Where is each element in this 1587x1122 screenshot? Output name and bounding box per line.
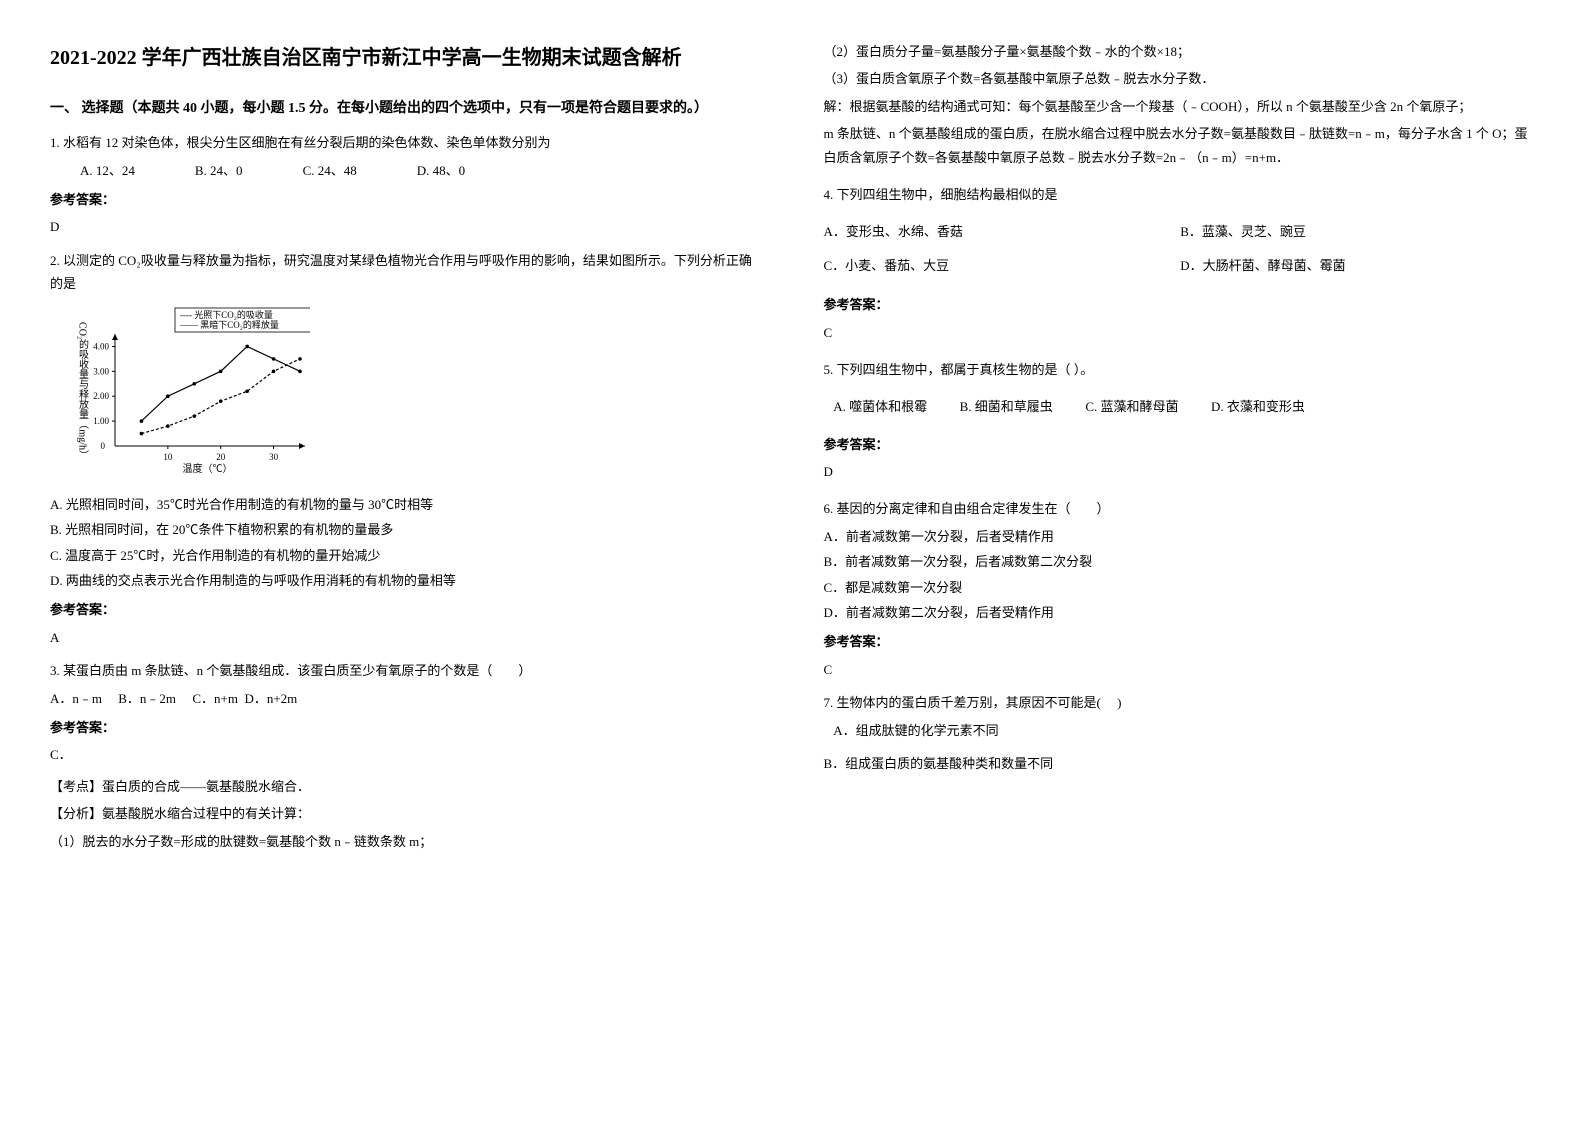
svg-text:10: 10 — [163, 452, 173, 462]
q4-text: 4. 下列四组生物中，细胞结构最相似的是 — [824, 183, 1538, 206]
q4-optC: C．小麦、番茄、大豆 — [824, 254, 1181, 277]
q5-optA: A. 噬菌体和根霉 — [833, 399, 927, 414]
svg-text:4.00: 4.00 — [93, 341, 109, 351]
q6-optC: C．都是减数第一次分裂 — [824, 576, 1538, 599]
q4-answer-label: 参考答案： — [824, 293, 1538, 316]
q3-optD: D．n+2m — [244, 691, 297, 706]
svg-text:30: 30 — [269, 452, 279, 462]
q6-optD: D．前者减数第二次分裂，后者受精作用 — [824, 601, 1538, 624]
q3-solve2: m 条肽链、n 个氨基酸组成的蛋白质，在脱水缩合过程中脱去水分子数=氨基酸数目﹣… — [824, 122, 1538, 169]
q1-optA: A. 12、24 — [80, 159, 135, 182]
q7-text: 7. 生物体内的蛋白质千差万别，其原因不可能是( ) — [824, 691, 1538, 714]
q7-options: A．组成肽键的化学元素不同 B．组成蛋白质的氨基酸种类和数量不同 — [824, 719, 1538, 786]
q3-optB: B．n﹣2m — [118, 691, 176, 706]
q1-optC: C. 24、48 — [303, 159, 357, 182]
svg-text:0: 0 — [101, 441, 106, 451]
q2-optA: A. 光照相同时间，35℃时光合作用制造的有机物的量与 30℃时相等 — [50, 493, 764, 516]
q6-optB: B．前者减数第一次分裂，后者减数第二次分裂 — [824, 550, 1538, 573]
q1-optB: B. 24、0 — [195, 159, 243, 182]
q3-solve1: 解：根据氨基酸的结构通式可知：每个氨基酸至少含一个羧基（﹣COOH），所以 n … — [824, 95, 1538, 118]
svg-text:1.00: 1.00 — [93, 416, 109, 426]
q4-options: A．变形虫、水绵、香菇 B．蓝藻、灵芝、豌豆 C．小麦、番茄、大豆 D．大肠杆菌… — [824, 220, 1538, 287]
svg-text:—— 黑暗下CO₂的释放量: —— 黑暗下CO₂的释放量 — [179, 319, 279, 330]
q1-text: 1. 水稻有 12 对染色体，根尖分生区细胞在有丝分裂后期的染色体数、染色单体数… — [50, 131, 764, 154]
q1-optD: D. 48、0 — [417, 159, 465, 182]
left-column: 2021-2022 学年广西壮族自治区南宁市新江中学高一生物期末试题含解析 一、… — [50, 40, 764, 857]
q5-optC: C. 蓝藻和酵母菌 — [1085, 399, 1178, 414]
q6-answer: C — [824, 658, 1538, 681]
q1-answer: D — [50, 215, 764, 238]
q3-analysis-label: 【分析】氨基酸脱水缩合过程中的有关计算： — [50, 802, 764, 825]
q5-optD: D. 衣藻和变形虫 — [1211, 399, 1305, 414]
q2-answer: A — [50, 626, 764, 649]
right-column: （2）蛋白质分子量=氨基酸分子量×氨基酸个数﹣水的个数×18； （3）蛋白质含氧… — [824, 40, 1538, 857]
q2-answer-label: 参考答案： — [50, 598, 764, 621]
q2-optC: C. 温度高于 25℃时，光合作用制造的有机物的量开始减少 — [50, 544, 764, 567]
q2-text: 2. 以测定的 CO₂吸收量与释放量为指标，研究温度对某绿色植物光合作用与呼吸作… — [50, 249, 764, 296]
q6-answer-label: 参考答案： — [824, 630, 1538, 653]
q3-calc3: （3）蛋白质含氧原子个数=各氨基酸中氧原子总数﹣脱去水分子数． — [824, 67, 1538, 90]
svg-text:20: 20 — [216, 452, 226, 462]
q3-optC: C．n+m — [192, 691, 238, 706]
q1-answer-label: 参考答案： — [50, 188, 764, 211]
document-title: 2021-2022 学年广西壮族自治区南宁市新江中学高一生物期末试题含解析 — [50, 40, 764, 76]
q4-optD: D．大肠杆菌、酵母菌、霉菌 — [1180, 254, 1537, 277]
q5-text: 5. 下列四组生物中，都属于真核生物的是（ ）。 — [824, 358, 1538, 381]
q3-calc2: （2）蛋白质分子量=氨基酸分子量×氨基酸个数﹣水的个数×18； — [824, 40, 1538, 63]
q5-optB: B. 细菌和草履虫 — [960, 399, 1053, 414]
page-container: 2021-2022 学年广西壮族自治区南宁市新江中学高一生物期末试题含解析 一、… — [50, 40, 1537, 857]
q3-text: 3. 某蛋白质由 m 条肽链、n 个氨基酸组成．该蛋白质至少有氧原子的个数是（ … — [50, 659, 764, 682]
q7-optB: B．组成蛋白质的氨基酸种类和数量不同 — [824, 752, 1181, 775]
svg-text:CO₂的吸收量与释放量（mg/h）: CO₂的吸收量与释放量（mg/h） — [77, 322, 89, 460]
svg-text:3.00: 3.00 — [93, 366, 109, 376]
q1-options: A. 12、24 B. 24、0 C. 24、48 D. 48、0 — [80, 159, 764, 182]
svg-text:温度（℃）: 温度（℃） — [183, 462, 233, 475]
q5-answer: D — [824, 460, 1538, 483]
q3-options: A．n﹣m B．n﹣2m C．n+m D．n+2m — [50, 687, 764, 710]
q5-options: A. 噬菌体和根霉 B. 细菌和草履虫 C. 蓝藻和酵母菌 D. 衣藻和变形虫 — [824, 395, 1538, 418]
q4-optB: B．蓝藻、灵芝、豌豆 — [1180, 220, 1537, 243]
q6-optA: A．前者减数第一次分裂，后者受精作用 — [824, 525, 1538, 548]
q2-chart: ---- 光照下CO₂的吸收量—— 黑暗下CO₂的释放量 0 1.00 2.00 3.0… — [70, 306, 764, 483]
chart-svg: ---- 光照下CO₂的吸收量—— 黑暗下CO₂的释放量 0 1.00 2.00 3.0… — [70, 306, 310, 476]
q4-answer: C — [824, 321, 1538, 344]
svg-text:---- 光照下CO₂的吸收量: ---- 光照下CO₂的吸收量 — [180, 309, 273, 320]
q2-optD: D. 两曲线的交点表示光合作用制造的与呼吸作用消耗的有机物的量相等 — [50, 569, 764, 592]
q3-optA: A．n﹣m — [50, 691, 102, 706]
q5-answer-label: 参考答案： — [824, 433, 1538, 456]
q3-answer: C． — [50, 743, 764, 766]
q4-optA: A．变形虫、水绵、香菇 — [824, 220, 1181, 243]
q7-optA: A．组成肽键的化学元素不同 — [833, 719, 1190, 742]
q3-calc1: （1）脱去的水分子数=形成的肽键数=氨基酸个数 n﹣链数条数 m； — [50, 830, 764, 853]
section-header: 一、 选择题（本题共 40 小题，每小题 1.5 分。在每小题给出的四个选项中，… — [50, 96, 764, 121]
q3-answer-label: 参考答案： — [50, 716, 764, 739]
svg-text:2.00: 2.00 — [93, 391, 109, 401]
q3-point: 【考点】蛋白质的合成——氨基酸脱水缩合． — [50, 775, 764, 798]
q6-text: 6. 基因的分离定律和自由组合定律发生在（ ） — [824, 497, 1538, 520]
q2-optB: B. 光照相同时间，在 20℃条件下植物积累的有机物的量最多 — [50, 518, 764, 541]
